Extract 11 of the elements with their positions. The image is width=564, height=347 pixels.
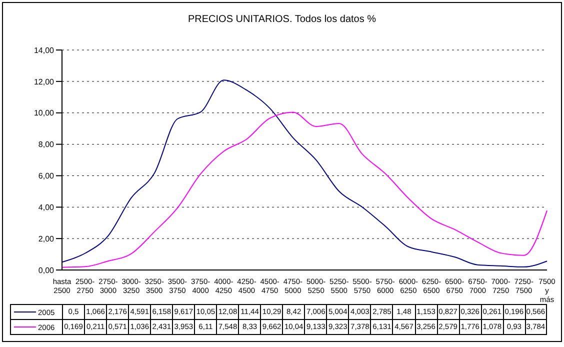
- chart-title: PRECIOS UNITARIOS. Todos los datos %: [186, 14, 378, 25]
- y-tick-label: 6,00: [38, 172, 55, 181]
- y-tick-label: 8,00: [38, 140, 55, 150]
- y-tick-label: 2,00: [38, 234, 55, 244]
- y-tick-label: 4,00: [38, 202, 55, 212]
- y-tick-label: 14,00: [34, 46, 55, 55]
- y-tick-label: 12,00: [34, 77, 55, 86]
- y-tick-label: 0,00: [38, 266, 55, 275]
- y-tick-label: 10,00: [34, 108, 55, 118]
- line-series: [62, 80, 548, 268]
- line-series: [62, 112, 548, 268]
